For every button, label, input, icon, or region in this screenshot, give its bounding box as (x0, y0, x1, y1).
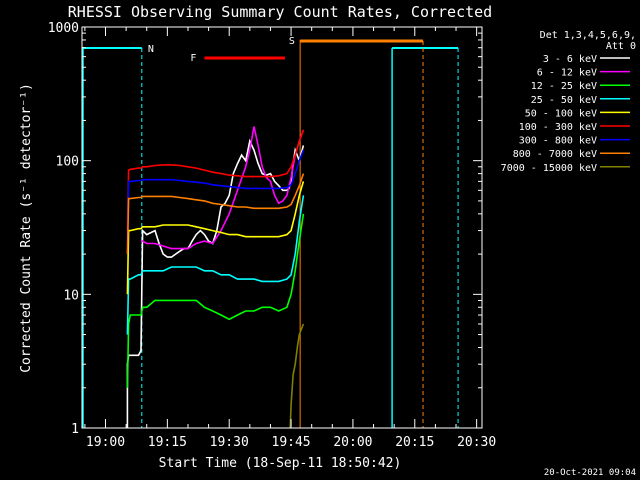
legend-entry-label: 50 - 100 keV (525, 108, 597, 119)
chart-title: RHESSI Observing Summary Count Rates, Co… (68, 3, 492, 21)
series-line-4 (126, 181, 305, 295)
legend-entry-label: 800 - 7000 keV (513, 149, 597, 160)
x-tick-label: 19:30 (210, 435, 249, 450)
night-flag-label: N (148, 44, 154, 55)
legend-entry-label: 12 - 25 keV (531, 81, 597, 92)
x-axis-label: Start Time (18-Sep-11 18:50:42) (159, 456, 402, 471)
series-line-8 (289, 323, 305, 429)
x-tick-label: 19:15 (148, 435, 187, 450)
series-line-3 (126, 195, 305, 335)
legend-entry-label: 7000 - 15000 keV (501, 163, 597, 174)
footer-timestamp: 20-Oct-2021 09:04 (544, 468, 636, 478)
series-line-1 (141, 126, 305, 250)
plot-border (81, 26, 483, 429)
legend-entry-label: 100 - 300 keV (519, 122, 597, 133)
legend-entry-label: 3 - 6 keV (543, 54, 597, 65)
x-tick-label: 19:00 (86, 435, 125, 450)
series-line-7 (126, 173, 305, 255)
legend-header-line: Att 0 (606, 41, 636, 52)
plot-frame (81, 26, 483, 429)
y-tick-label: 1000 (48, 21, 79, 36)
y-tick-label: 100 (56, 155, 79, 170)
legend: Det 1,3,4,5,6,9,Att 0 3 - 6 keV 6 - 12 keV… (501, 30, 636, 174)
legend-entry-label: 300 - 800 keV (519, 136, 597, 147)
flare-flag-label: F (190, 53, 196, 64)
legend-entry-label: 25 - 50 keV (531, 95, 597, 106)
legend-header-line: Det 1,3,4,5,6,9, (540, 30, 636, 41)
axis-ticks: 19:00 19:15 19:30 19:45 20:00 20:15 20:30 1 10 10… (48, 21, 497, 450)
series-line-6 (126, 149, 305, 242)
saa-flag-label: S (289, 36, 295, 47)
x-tick-label: 20:00 (333, 435, 372, 450)
x-tick-label: 20:30 (457, 435, 496, 450)
x-tick-label: 20:15 (395, 435, 434, 450)
y-tick-label: 10 (63, 288, 79, 303)
plot-area: N F S (82, 36, 459, 429)
series-line-5 (126, 129, 305, 231)
series-line-2 (126, 213, 305, 388)
y-axis-label: Corrected Count Rate (s⁻¹ detector⁻¹) (19, 83, 34, 373)
y-tick-label: 1 (71, 422, 79, 437)
x-tick-label: 19:45 (272, 435, 311, 450)
series-line-0 (126, 138, 305, 428)
legend-entry-label: 6 - 12 keV (537, 68, 597, 79)
